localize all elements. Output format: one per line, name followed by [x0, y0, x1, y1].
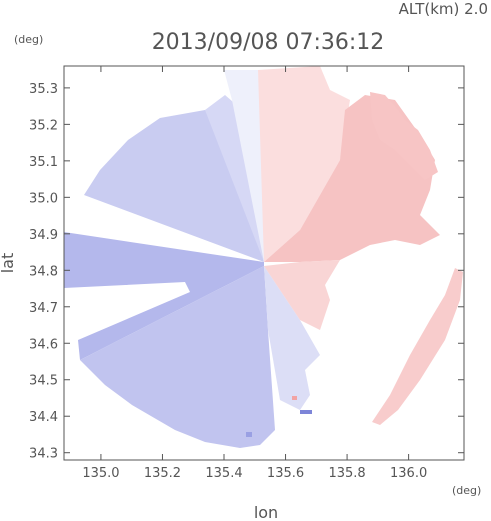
receding-sector-north	[258, 66, 350, 262]
plot-frame	[63, 65, 465, 461]
receding-arc-east	[372, 268, 463, 425]
approaching-sector-southwest	[80, 266, 275, 448]
chart-title: 2013/09/08 07:36:12	[152, 30, 385, 55]
y-tick-label: 34.9	[29, 228, 58, 243]
approaching-sector-west	[64, 232, 264, 360]
doppler-field	[64, 66, 463, 448]
y-tick-label: 35.2	[29, 118, 58, 133]
x-axis-unit: (deg)	[452, 484, 481, 497]
y-tick-label: 34.3	[29, 447, 58, 462]
x-tick-label: 135.4	[205, 466, 242, 481]
receding-patch-northeast	[370, 92, 438, 180]
speckle	[246, 432, 252, 437]
y-tick-label: 34.5	[29, 374, 58, 389]
y-tick-label: 35.0	[29, 191, 58, 206]
y-tick-label: 35.3	[29, 82, 58, 97]
x-tick-label: 135.2	[144, 466, 181, 481]
x-axis-label: lon	[254, 503, 278, 521]
approaching-sector-inner	[205, 95, 264, 262]
y-tick-label: 34.8	[29, 264, 58, 279]
y-axis-unit: (deg)	[14, 33, 43, 46]
approaching-sector-south	[264, 266, 320, 410]
y-axis-ticks: 34.3 34.4 34.5 34.6 34.7 34.8 34.9 35.0 35.1 35.2…	[29, 82, 464, 462]
x-tick-label: 135.8	[328, 466, 365, 481]
y-tick-label: 35.1	[29, 155, 58, 170]
x-tick-label: 135.6	[267, 466, 304, 481]
altitude-label: ALT(km) 2.0	[399, 0, 488, 18]
y-tick-label: 34.7	[29, 301, 58, 316]
receding-sector-southeast	[264, 260, 340, 330]
x-tick-label: 135.0	[82, 466, 119, 481]
speckle	[300, 410, 312, 414]
x-tick-label: 136.0	[390, 466, 427, 481]
x-axis-ticks: 135.0 135.2 135.4 135.6 135.8 136.0	[82, 66, 427, 481]
neutral-band	[224, 70, 266, 262]
y-tick-label: 34.4	[29, 410, 58, 425]
y-axis-label: lat	[0, 253, 17, 274]
y-tick-label: 34.6	[29, 337, 58, 352]
speckle	[292, 396, 297, 400]
